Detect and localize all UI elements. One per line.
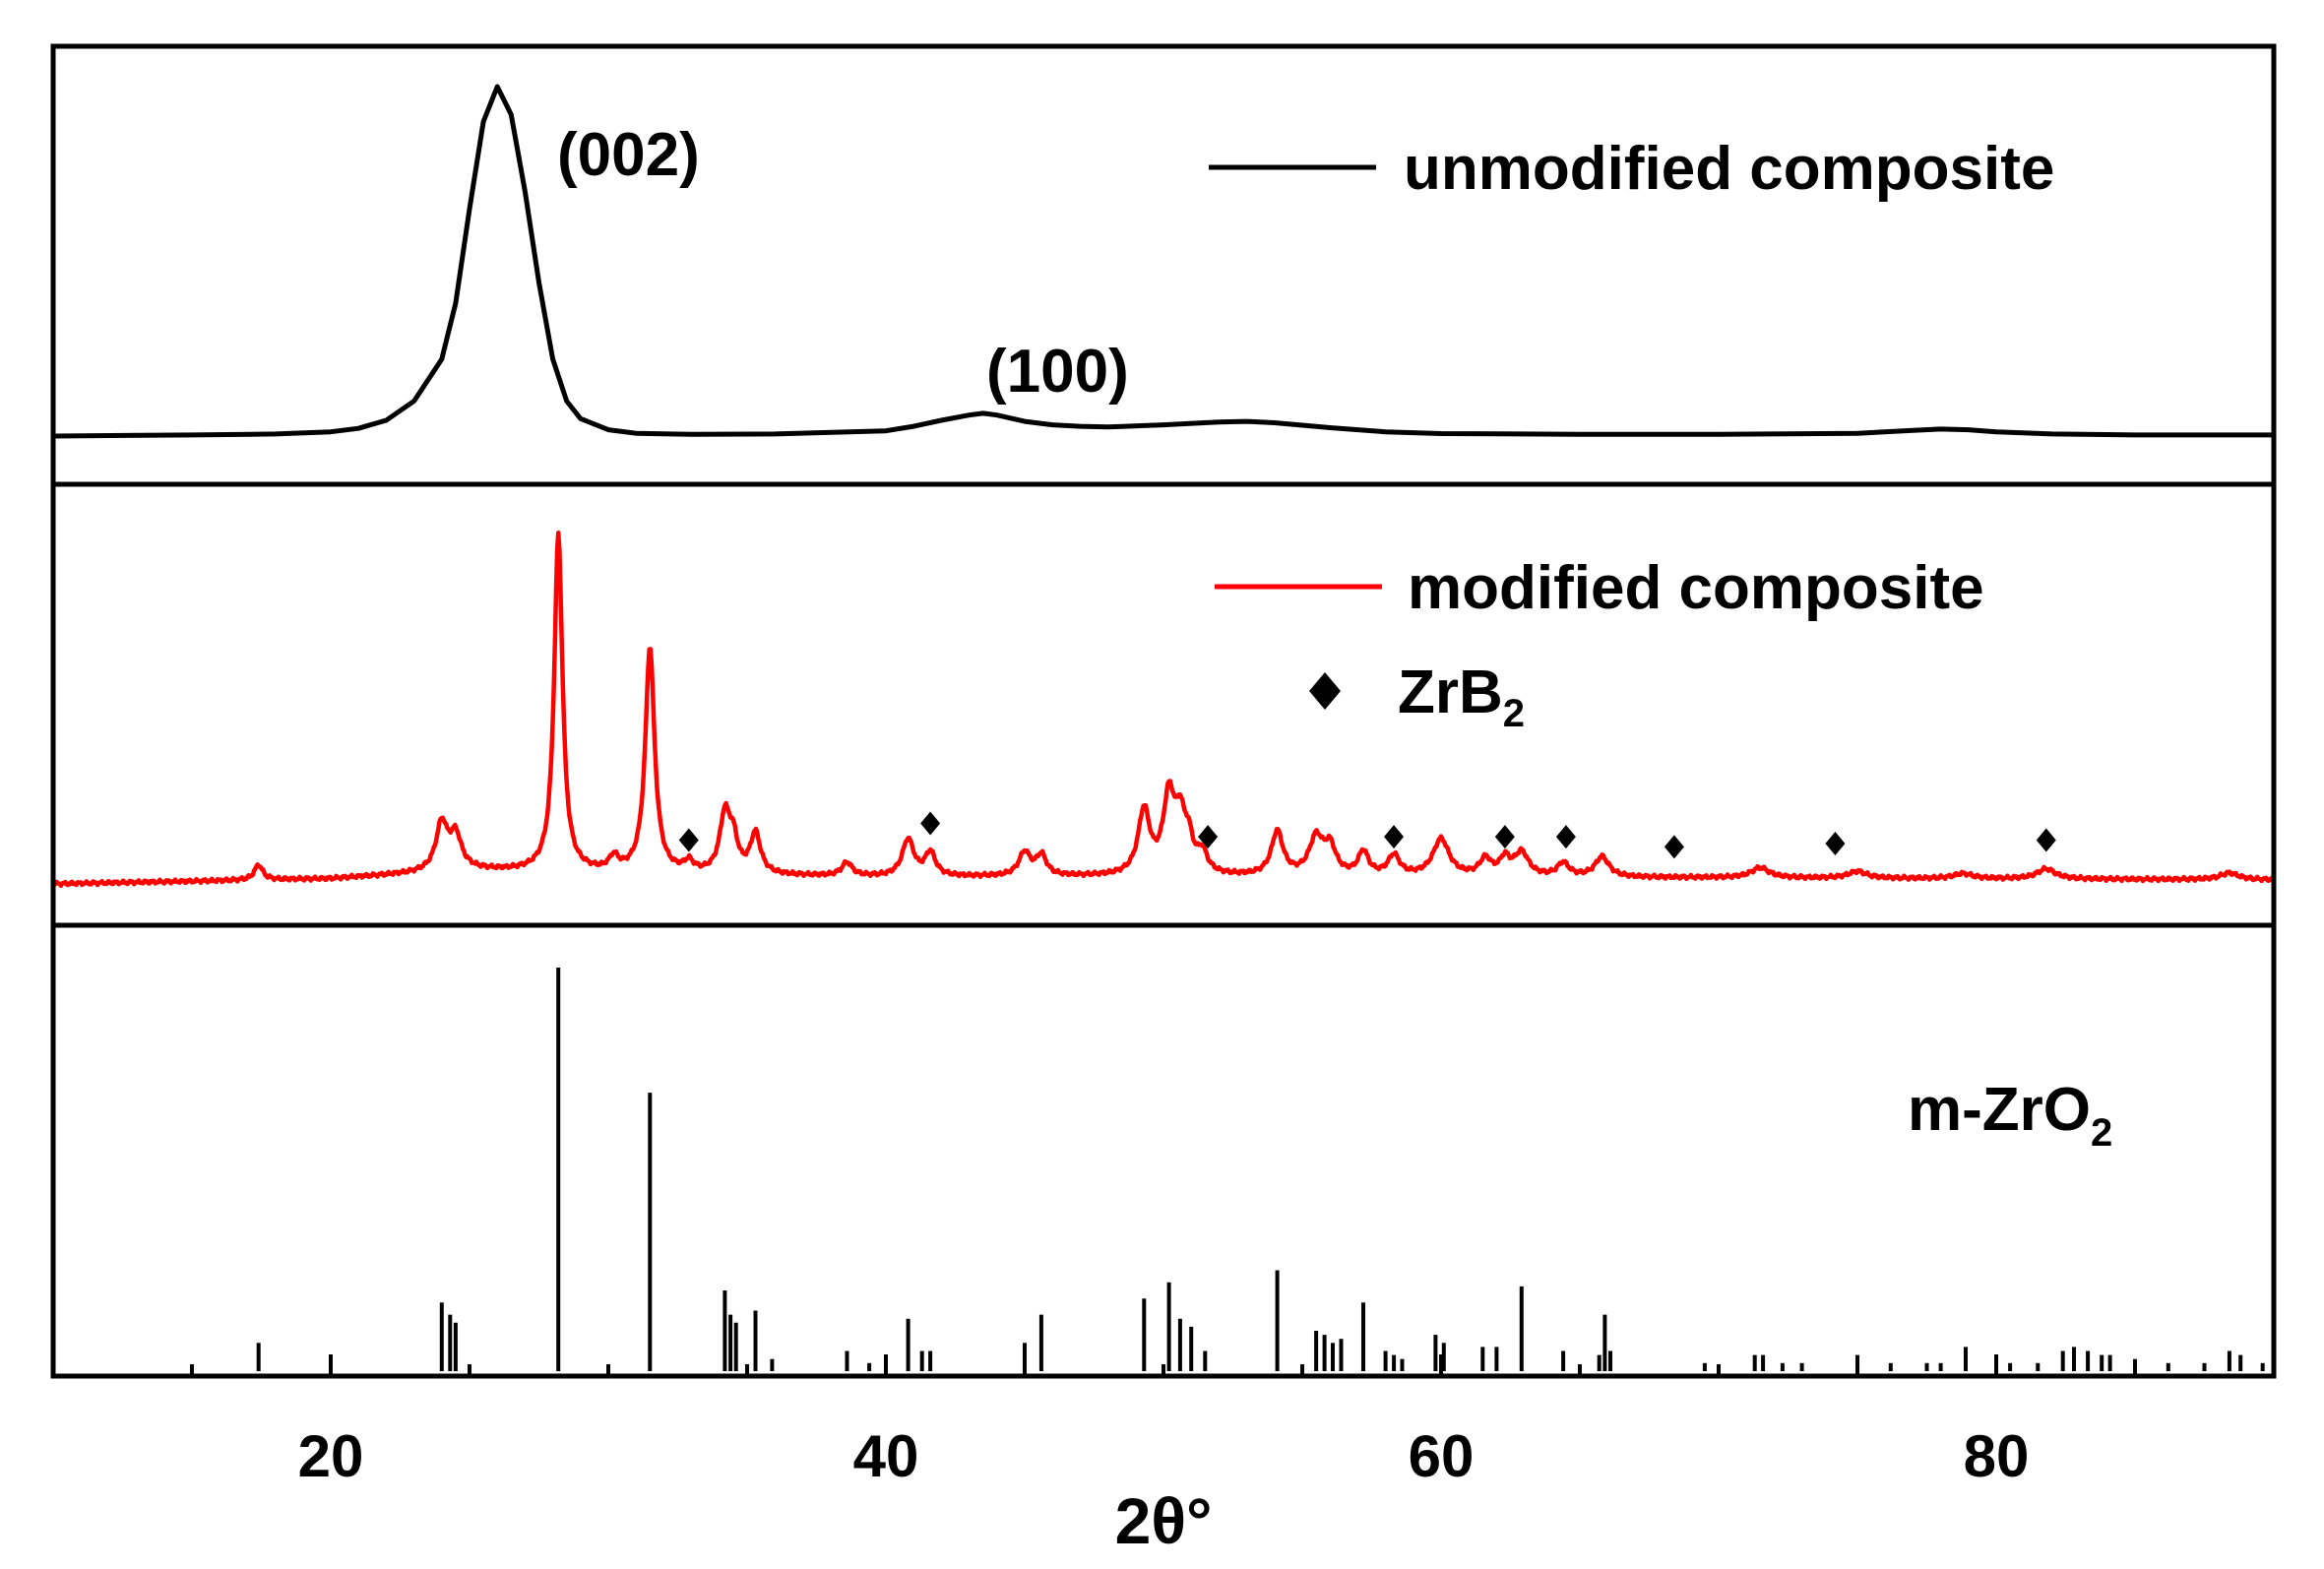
zrb2-diamond-icon xyxy=(1384,825,1405,849)
peak-annotation-100: (100) xyxy=(986,338,1129,406)
legend-zrb2-diamond-icon xyxy=(1309,672,1341,710)
zrb2-diamond-icon xyxy=(2036,828,2056,852)
zrb2-diamond-icon xyxy=(1555,825,1576,849)
unmodified-composite-curve xyxy=(52,84,2274,439)
zrb2-diamond-icon xyxy=(1494,825,1515,849)
zrb2-diamond-icon xyxy=(920,811,941,836)
modified-composite-curve xyxy=(51,531,2277,889)
plot-frame xyxy=(50,43,2277,1379)
legend-label-unmodified: unmodified composite xyxy=(1404,135,2054,203)
m-zro2-label: m-ZrO2 xyxy=(1908,1076,2112,1155)
zrb2-diamond-icon xyxy=(1664,835,1684,859)
x-tick-label: 60 xyxy=(1409,1423,1475,1489)
zrb2-diamond-icon xyxy=(1198,825,1219,849)
zrb2-diamond-icon xyxy=(1825,831,1846,855)
legend-label-zrb2: ZrB2 xyxy=(1398,659,1525,735)
m-zro2-reference-sticks xyxy=(256,968,2265,1371)
panel-top: (002) (100) unmodified composite xyxy=(52,84,2274,439)
peak-annotation-002: (002) xyxy=(557,121,700,189)
x-tick-label: 40 xyxy=(853,1423,919,1489)
zrb2-diamond-icon xyxy=(678,828,699,852)
x-axis-title: 2θ° xyxy=(1115,1484,1213,1557)
x-tick-label: 80 xyxy=(1964,1423,2030,1489)
x-tick-label: 20 xyxy=(298,1423,364,1489)
panel-bottom: m-ZrO2 xyxy=(256,968,2265,1371)
x-axis-ticks: 20 40 60 80 xyxy=(51,1354,2276,1489)
legend-label-modified: modified composite xyxy=(1408,554,1984,622)
zrb2-marker-group xyxy=(678,811,2056,859)
panel-middle: modified composite ZrB2 xyxy=(51,531,2277,889)
